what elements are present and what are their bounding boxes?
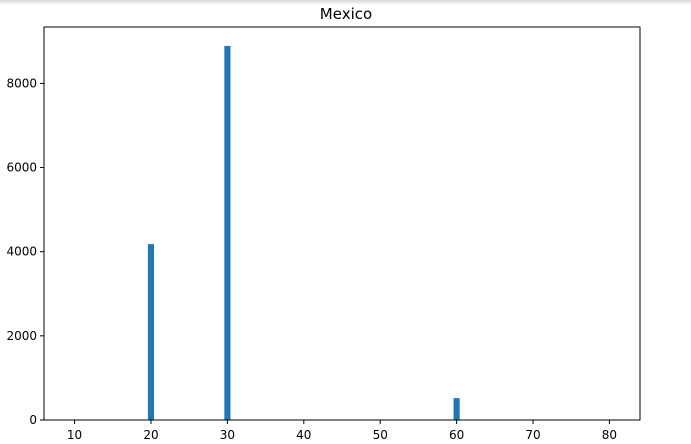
chart-title: Mexico [320, 5, 372, 23]
bar-20 [147, 244, 155, 420]
y-tick-label-2000: 2000 [6, 329, 37, 343]
x-tick-label-70: 70 [525, 428, 540, 442]
plot-frame [43, 26, 641, 421]
x-tick-label-80: 80 [602, 428, 617, 442]
y-tick-label-8000: 8000 [6, 76, 37, 90]
bar-30 [224, 45, 231, 421]
bar-60 [453, 398, 460, 420]
axes-group: 10 20 30 40 50 60 70 80 0 2000 4000 6000 8000 [6, 26, 641, 442]
y-tick-label-4000: 4000 [6, 245, 37, 259]
x-tick-label-20: 20 [143, 428, 158, 442]
x-tick-label-50: 50 [373, 428, 388, 442]
x-tick-label-10: 10 [67, 428, 82, 442]
y-tick-label-6000: 6000 [6, 161, 37, 175]
bars-group [147, 45, 460, 421]
x-tick-label-40: 40 [296, 428, 311, 442]
x-tick-label-30: 30 [220, 428, 235, 442]
y-tick-label-0: 0 [29, 413, 37, 427]
window-top-edge [0, 0, 691, 5]
x-tick-label-60: 60 [449, 428, 464, 442]
